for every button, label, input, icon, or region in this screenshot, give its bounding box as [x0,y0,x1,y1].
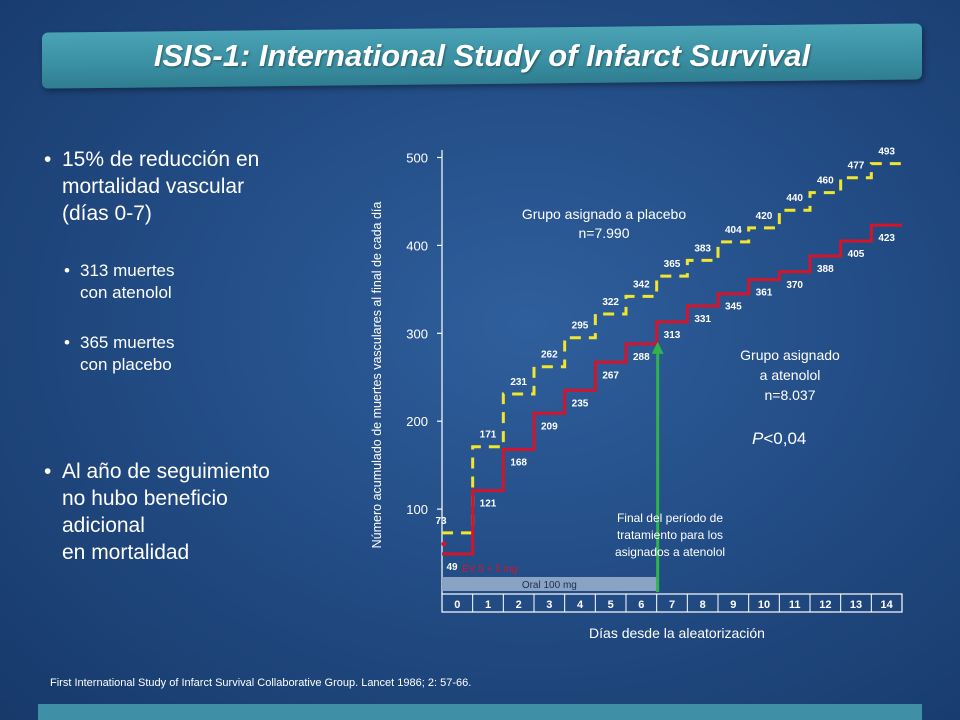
placebo-data-label: 383 [694,243,711,254]
start-point [441,541,447,547]
placebo-data-label: 262 [541,350,558,361]
x-tick-label: 11 [789,599,801,611]
footer-bar [38,704,922,720]
atenolol-group-label: Grupo asignado [740,347,840,363]
atenolol-data-label: 388 [817,264,834,275]
atenolol-data-label: 345 [725,302,742,313]
x-axis-box [441,593,903,613]
bullet-followup: Al año de seguimiento no hubo beneficio … [40,458,270,566]
placebo-group-label: Grupo asignado a placebo [522,206,686,222]
bullet-line: adicional [62,514,145,537]
bullet-line: mortalidad vascular [62,175,245,198]
arrow-head [651,341,664,354]
bullet-line: 15% de reducción en [62,148,260,171]
bullet-line: 313 muertes [80,261,175,280]
citation: First International Study of Infarct Sur… [50,677,472,689]
bullet-atenolol-deaths: 313 muertes con atenolol [62,260,175,304]
end-treatment-label: asignados a atenolol [615,545,725,559]
x-tick-label: 13 [850,599,862,611]
atenolol-data-label: 370 [786,280,803,291]
atenolol-data-label: 423 [878,233,895,244]
x-tick-label: 7 [669,599,675,611]
atenolol-data-label: 121 [480,499,497,510]
bullet-line: 365 muertes [80,333,175,352]
atenolol-data-label: 288 [633,352,650,363]
atenolol-data-label: 331 [694,314,711,325]
x-tick-label: 3 [546,599,552,611]
placebo-data-label: 295 [572,321,589,332]
series-placebo-line [442,162,902,535]
x-tick-label: 2 [516,599,522,611]
x-tick-label: 14 [881,599,894,611]
bullet-line: en mortalidad [62,541,190,564]
bullet-placebo-deaths: 365 muertes con placebo [62,332,175,376]
atenolol-group-label: a atenolol [760,367,821,383]
series-atenolol-line [442,223,902,556]
placebo-data-label: 404 [725,225,742,236]
atenolol-data-label: 361 [756,288,773,299]
bullet-line: no hubo beneficio [62,487,228,510]
atenolol-data-label: 209 [541,421,558,432]
placebo-data-label: 365 [664,259,681,270]
atenolol-group-n: n=8.037 [765,387,816,403]
iv-dose-label: EV 5 + 5 mg [462,564,517,575]
oral-dose-bar [442,577,657,591]
atenolol-data-label: 49 [446,562,458,573]
atenolol-data-label: 235 [572,398,589,409]
y-tick-label: 300 [406,326,428,341]
bullet-reduction: 15% de reducción en mortalidad vascular … [40,146,259,227]
placebo-data-label: 231 [510,377,527,388]
x-tick-label: 12 [819,599,831,611]
placebo-data-label: 420 [756,211,773,222]
y-tick-label: 100 [406,502,428,517]
y-tick-label: 500 [406,151,428,166]
atenolol-data-label: 168 [510,457,527,468]
placebo-data-label: 73 [435,516,447,527]
placebo-data-label: 460 [817,176,834,187]
p-value: P<0,04 [752,429,806,448]
chart-labels: Oral 100 mg EV 5 + 5 mg 73 171 231 262 295 322 3… [435,147,895,591]
bullet-line: con atenolol [80,283,172,302]
placebo-group-n: n=7.990 [579,225,630,241]
oral-dose-label: Oral 100 mg [522,580,577,591]
bullet-line: (días 0-7) [62,202,152,225]
atenolol-data-label: 405 [848,249,865,260]
atenolol-data-label: 267 [602,370,619,381]
bullet-line: Al año de seguimiento [62,460,270,483]
placebo-data-label: 171 [480,430,497,441]
placebo-data-label: 440 [786,193,803,204]
x-tick-label: 6 [638,599,644,611]
placebo-data-label: 477 [848,161,865,172]
end-treatment-label: tratamiento para los [617,528,723,542]
x-tick-label: 10 [758,599,770,611]
placebo-data-label: 493 [878,147,895,158]
x-tick-label: 1 [485,599,491,611]
x-tick-label: 9 [730,599,736,611]
atenolol-data-label: 313 [664,330,681,341]
placebo-data-label: 322 [602,297,619,308]
x-tick-label: 8 [700,599,706,611]
y-axis-title: Número acumulado de muertes vasculares a… [370,202,384,549]
y-tick-label: 400 [406,238,428,253]
y-tick-label: 200 [406,414,428,429]
x-tick-label: 0 [454,599,460,611]
end-treatment-label: Final del período de [617,511,723,525]
x-tick-label: 4 [577,599,584,611]
slide-title: ISIS-1: International Study of Infarct S… [153,38,811,73]
placebo-data-label: 342 [633,279,650,290]
chart-marks [441,162,902,592]
x-axis-title: Días desde la aleatorización [589,625,765,641]
bullet-line: con placebo [80,355,172,374]
x-tick-label: 5 [608,599,614,611]
